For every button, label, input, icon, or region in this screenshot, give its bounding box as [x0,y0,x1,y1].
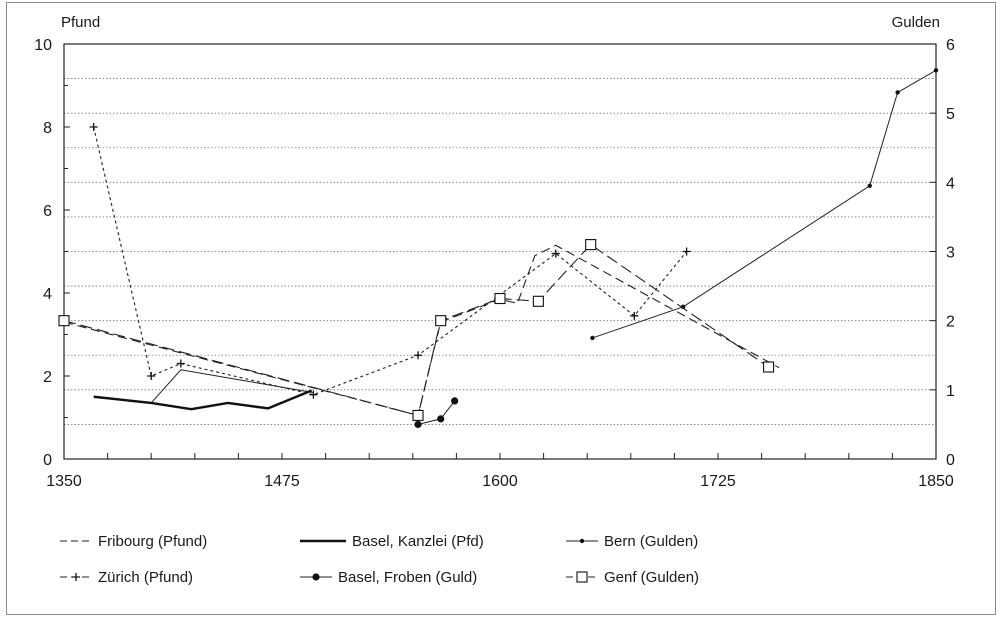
y-right-tick-label: 1 [946,383,955,400]
series-z-rich-pfund [89,123,691,399]
x-tick-label: 1725 [700,473,736,490]
x-tick-label: 1600 [482,473,518,490]
y-right-tick-label: 0 [946,452,955,469]
data-point [590,335,595,341]
data-point [867,183,872,188]
connector-line [150,369,314,404]
legend-item [300,573,332,581]
x-tick-label: 1475 [264,473,300,490]
legend-label: Zürich (Pfund) [98,569,193,586]
series-line [592,69,937,339]
series-basel-kanzlei-pfd [93,389,313,411]
data-point [58,315,70,327]
legend-label: Bern (Gulden) [604,533,698,550]
data-point [414,351,423,360]
data-point [451,397,459,405]
data-point [89,123,98,131]
legend-label: Genf (Gulden) [604,569,699,586]
data-point [933,68,939,73]
data-point [176,359,185,368]
data-point [147,372,156,380]
data-point [412,409,424,421]
legend-label: Basel, Kanzlei (Pfd) [352,533,484,550]
data-point [585,239,597,251]
data-point [309,390,318,399]
left-axis-label: Pfund [61,14,100,31]
chart-frame [6,2,996,615]
series-basel-froben-guld [414,397,459,429]
legend-item [60,573,92,581]
series-line [93,389,313,411]
data-point [435,315,447,327]
legend-item [566,571,598,583]
y-left-tick-label: 4 [43,286,52,303]
y-left-tick-label: 6 [43,203,52,220]
data-point [682,247,691,256]
y-right-tick-label: 3 [946,245,955,262]
series-line [93,126,688,396]
y-right-tick-label: 5 [946,106,955,123]
y-left-tick-label: 10 [34,37,52,54]
y-right-tick-label: 4 [946,175,955,192]
y-left-tick-label: 0 [43,452,52,469]
legend [60,538,598,583]
y-right-tick-label: 6 [946,37,955,54]
right-axis-label: Gulden [892,14,940,31]
data-point [437,415,445,423]
series-genf-gulden [58,239,775,421]
data-point [895,90,900,95]
legend-item [566,538,598,544]
data-point [630,311,639,320]
y-right-tick-label: 2 [946,314,955,331]
data-point [414,420,422,429]
data-point [763,361,775,373]
x-tick-label: 1350 [46,473,82,490]
y-left-tick-label: 2 [43,369,52,386]
data-point [532,295,544,307]
legend-marker [72,573,80,581]
data-point [494,292,506,305]
x-tick-label: 1850 [918,473,954,490]
series-bern-gulden [590,68,939,341]
legend-marker [312,573,320,581]
y-left-tick-label: 8 [43,120,52,137]
legend-label: Basel, Froben (Guld) [338,569,477,586]
legend-marker [576,571,588,583]
x-axis [107,453,893,459]
data-point [551,249,560,258]
legend-label: Fribourg (Pfund) [98,533,207,550]
legend-marker [579,538,585,544]
